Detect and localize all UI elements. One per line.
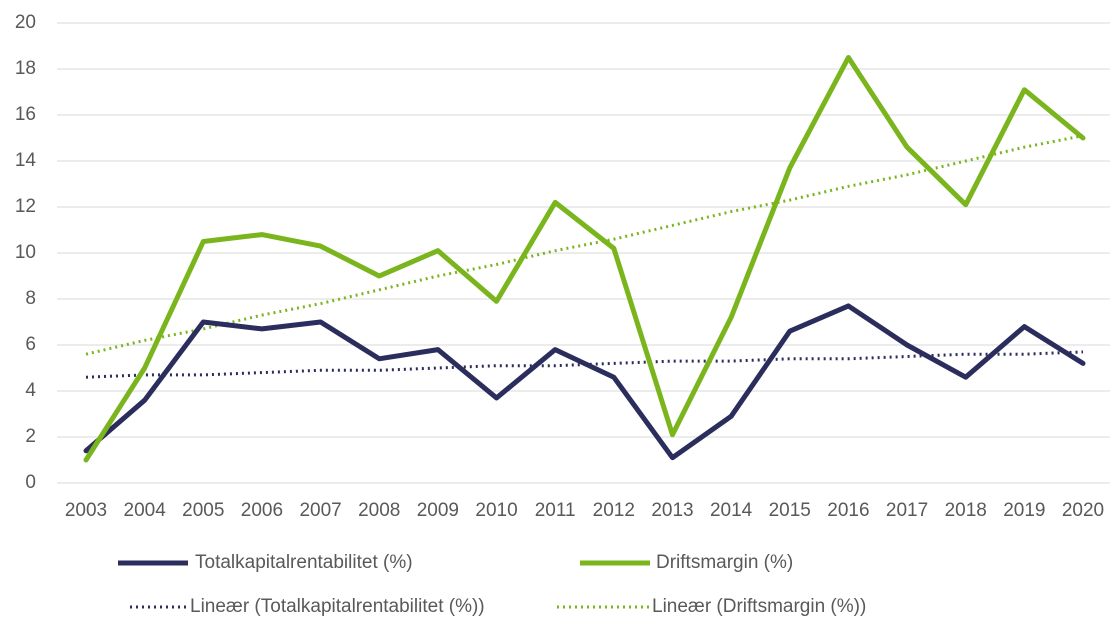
x-tick-label: 2005 [182, 500, 224, 521]
legend-label: Totalkapitalrentabilitet (%) [195, 552, 413, 573]
y-tick-label: 18 [15, 58, 36, 79]
legend-label: Lineær (Driftsmargin (%)) [652, 596, 866, 617]
x-tick-label: 2009 [417, 500, 459, 521]
y-tick-label: 14 [15, 150, 37, 171]
y-tick-label: 10 [15, 242, 36, 263]
x-tick-label: 2006 [241, 500, 283, 521]
legend-label: Driftsmargin (%) [656, 552, 793, 573]
y-tick-label: 6 [25, 334, 36, 355]
x-tick-label: 2003 [65, 500, 107, 521]
x-tick-label: 2015 [769, 500, 811, 521]
y-tick-label: 16 [15, 104, 36, 125]
x-tick-label: 2004 [124, 500, 167, 521]
x-tick-label: 2018 [945, 500, 987, 521]
x-tick-label: 2017 [886, 500, 928, 521]
y-tick-label: 20 [15, 12, 36, 33]
x-tick-label: 2016 [827, 500, 869, 521]
x-tick-label: 2008 [358, 500, 400, 521]
y-tick-label: 12 [15, 196, 36, 217]
series-line [83, 303, 1086, 461]
series-line [83, 55, 1086, 463]
x-tick-label: 2007 [299, 500, 341, 521]
x-tick-label: 2020 [1062, 500, 1104, 521]
x-tick-label: 2013 [651, 500, 693, 521]
series-line [85, 134, 1084, 356]
x-tick-label: 2019 [1003, 500, 1045, 521]
legend-label: Lineær (Totalkapitalrentabilitet (%)) [190, 596, 485, 617]
x-tick-label: 2011 [535, 500, 576, 521]
y-tick-label: 8 [25, 288, 36, 309]
x-tick-label: 2010 [475, 500, 517, 521]
x-tick-label: 2012 [593, 500, 635, 521]
y-tick-label: 0 [25, 472, 36, 493]
y-tick-label: 2 [25, 426, 36, 447]
y-tick-label: 4 [25, 380, 36, 401]
x-tick-label: 2014 [710, 500, 753, 521]
